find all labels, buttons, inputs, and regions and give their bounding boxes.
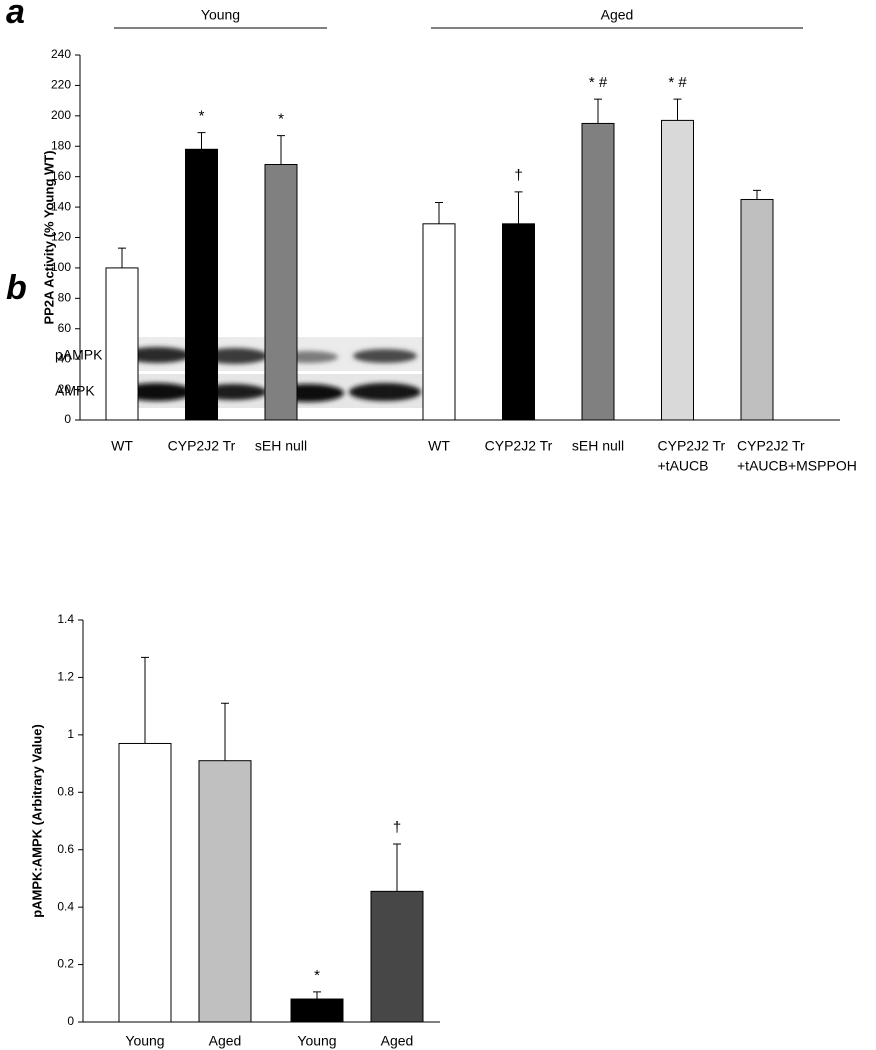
x-tick-label: CYP2J2 Tr <box>168 438 236 454</box>
annotation: * <box>314 967 320 984</box>
error-bar <box>197 132 206 150</box>
y-tick-label: 120 <box>51 230 71 244</box>
y-tick-label: 220 <box>51 78 71 92</box>
error-bar <box>514 191 523 224</box>
bar <box>502 223 535 421</box>
error-bar <box>221 702 229 761</box>
x-tick-label: WT <box>428 438 450 454</box>
x-tick-label: +tAUCB <box>658 458 709 474</box>
x-tick-label: WT <box>111 438 133 454</box>
y-tick-label: 0.2 <box>57 957 74 971</box>
bar <box>118 742 172 1023</box>
blot-label: AMPK <box>55 383 95 399</box>
error-bar <box>313 991 321 1000</box>
y-tick-label: 0.4 <box>57 899 74 913</box>
group-label: Aged <box>601 7 634 23</box>
y-tick-label: 40 <box>58 351 72 365</box>
y-tick-label: 80 <box>58 291 72 305</box>
y-tick-label: 180 <box>51 138 71 152</box>
x-tick-label: CYP2J2 Tr <box>658 438 726 454</box>
x-tick-label: sEH null <box>572 438 624 454</box>
y-tick-label: 100 <box>51 260 71 274</box>
group-label: Young <box>201 7 240 23</box>
bar <box>198 760 252 1023</box>
y-tick-label: 0 <box>64 412 71 426</box>
y-tick-label: 240 <box>51 47 71 61</box>
annotation: † <box>514 167 522 184</box>
bar <box>264 164 298 421</box>
error-bar <box>393 843 401 892</box>
error-bar <box>673 98 682 121</box>
x-tick-label: CYP2J2 Tr <box>737 438 805 454</box>
bar <box>581 122 615 421</box>
x-tick-label: sEH null <box>255 438 307 454</box>
annotation: * # <box>589 74 608 91</box>
panel-label: b <box>6 269 27 307</box>
x-tick-label: Aged <box>381 1033 414 1049</box>
y-tick-label: 1.2 <box>57 670 74 684</box>
annotation: * # <box>668 74 687 91</box>
y-tick-label: 0 <box>67 1014 74 1028</box>
y-axis-label: PP2A Activity (% Young WT) <box>41 150 56 324</box>
bar <box>290 998 344 1023</box>
y-tick-label: 160 <box>51 169 71 183</box>
y-tick-label: 1 <box>67 727 74 741</box>
annotation: * <box>278 111 284 128</box>
panel-label: a <box>6 0 25 31</box>
error-bar <box>118 247 126 268</box>
bar <box>185 148 218 421</box>
error-bar <box>277 135 285 165</box>
y-tick-label: 1.4 <box>57 612 74 626</box>
error-bar <box>141 656 149 744</box>
error-bar <box>594 98 602 124</box>
bar <box>740 198 774 421</box>
bar <box>661 119 694 421</box>
y-tick-label: 200 <box>51 108 71 122</box>
y-tick-label: 0.8 <box>57 784 74 798</box>
bar <box>422 223 456 421</box>
annotation: † <box>393 819 401 836</box>
y-tick-label: 0.6 <box>57 842 74 856</box>
error-bar <box>753 189 761 200</box>
y-tick-label: 20 <box>58 382 72 396</box>
y-axis-label: pAMPK:AMPK (Arbitrary Value) <box>29 724 44 918</box>
y-tick-label: 60 <box>58 321 72 335</box>
bar <box>370 890 424 1023</box>
x-tick-label: Young <box>297 1033 336 1049</box>
x-tick-label: CYP2J2 Tr <box>485 438 553 454</box>
x-tick-label: +tAUCB+MSPPOH <box>737 458 857 474</box>
y-tick-label: 140 <box>51 199 71 213</box>
blot-label: pAMPK <box>55 347 103 363</box>
x-tick-label: Young <box>125 1033 164 1049</box>
annotation: * <box>199 108 205 125</box>
x-tick-label: Aged <box>209 1033 242 1049</box>
bar <box>105 267 139 421</box>
error-bar <box>435 202 443 224</box>
